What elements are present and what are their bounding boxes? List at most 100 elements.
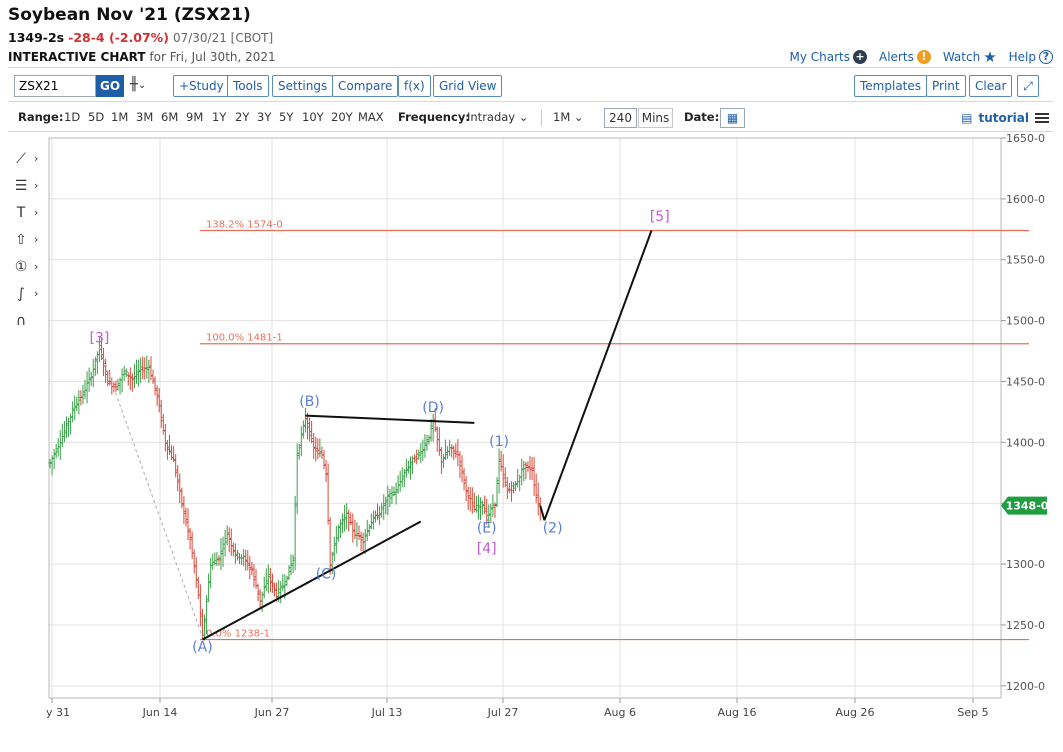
my-charts-link[interactable]: My Charts + [790,48,867,66]
alerts-link[interactable]: Alerts! [879,48,931,66]
ohlc-bar [190,531,194,560]
ohlc-bar [64,416,69,438]
range-9m[interactable]: 9M [186,110,204,124]
ohlc-bar [441,453,446,469]
frequency-select[interactable]: Intraday ⌄ [467,110,528,124]
tools-button[interactable]: Tools [227,75,269,97]
ohlc-bar [464,476,468,502]
fibonacci-levels: 138.2% 1574-0 100.0% 1481-1 0.0% 1238-1 [200,220,1029,641]
ohlc-bar [320,446,324,459]
ohlc-bar [466,486,470,510]
ohlc-bar [522,460,526,482]
ohlc-bar [345,503,349,530]
ohlc-bar [487,504,491,528]
range-10y[interactable]: 10Y [302,110,324,124]
ohlc-bar [297,443,301,460]
clear-button[interactable]: Clear [969,75,1013,97]
help-link[interactable]: Help? [1009,48,1053,66]
ohlc-bar [266,564,270,594]
print-button[interactable]: Print [926,75,966,97]
frequency-value: Intraday [467,110,516,124]
interactive-chart-date: for Fri, Jul 30th, 2021 [149,50,276,64]
ohlc-bar [293,495,297,571]
ohlc-bar [307,417,312,442]
grid-view-button[interactable]: Grid View [433,75,503,97]
range-1d[interactable]: 1D [64,110,81,124]
magnet-tool[interactable]: ∩ [10,312,44,334]
ohlc-bar [139,357,143,384]
ohlc-bar [75,396,79,412]
ohlc-bar [423,434,427,458]
wave-label: (A) [192,640,213,656]
range-20y[interactable]: 20Y [331,110,353,124]
compare-button[interactable]: Compare [332,75,399,97]
study-button[interactable]: +Study [173,75,230,97]
ohlc-bar [367,524,371,537]
fib-tool[interactable]: ☰ › [10,177,44,199]
ohlc-bar [478,497,483,521]
ohlc-bar [167,434,172,455]
interval-input[interactable]: 240 [604,108,637,128]
ohlc-bar [89,371,93,387]
ohlc-bar [371,510,376,530]
fx-button[interactable]: f(x) [398,75,431,97]
ohlc-bar [388,489,392,507]
ohlc-bar [207,573,211,603]
period-select[interactable]: 1M ⌄ [553,110,584,124]
ohlc-bar [375,503,380,521]
ohlc-bar [97,336,102,363]
ohlc-bar [359,531,363,552]
line-tool[interactable]: ⟋ › [10,150,44,172]
watch-link[interactable]: Watch ★ [943,48,997,66]
range-2y[interactable]: 2Y [235,110,250,124]
wave-label: (B) [299,394,320,410]
chevron-right-icon: › [34,233,39,246]
templates-button[interactable]: Templates [854,75,928,97]
text-tool[interactable]: T › [10,204,44,226]
line-icon: ⟋ [16,151,26,167]
range-max[interactable]: MAX [358,110,384,124]
menu-icon[interactable] [1035,113,1049,123]
ohlc-bar [215,552,219,566]
frequency-label: Frequency: [398,110,470,124]
tutorial-label: tutorial [978,111,1029,125]
ohlc-bar [83,379,87,399]
ohlc-bar [503,467,507,488]
arrow-tool[interactable]: ⇧ › [10,231,44,253]
period-value: 1M [553,110,571,124]
range-5y[interactable]: 5Y [279,110,294,124]
tutorial-link[interactable]: ▤ tutorial [961,111,1049,125]
ohlc-bar [406,460,411,474]
range-6m[interactable]: 6M [161,110,179,124]
ohlc-bar [509,481,514,502]
price-chart[interactable]: 138.2% 1574-0 100.0% 1481-1 0.0% 1238-1 [3… [0,132,1063,752]
ohlc-bar [262,576,266,599]
ohlc-bar [419,443,423,464]
wave-count-tool[interactable]: ① › [10,258,44,280]
ohlc-bar [270,573,275,593]
ohlc-bar [231,542,235,557]
ohlc-bar [476,495,481,520]
ohlc-bar [316,438,320,460]
range-1m[interactable]: 1M [111,110,129,124]
range-1y[interactable]: 1Y [212,110,227,124]
range-5d[interactable]: 5D [88,110,105,124]
y-tick-label: 1500-0 [1006,315,1045,328]
ohlc-bar [124,368,128,377]
calendar-icon[interactable]: ▦ [720,108,745,128]
symbol-input[interactable] [14,75,96,97]
ohlc-bar [242,548,246,567]
range-3m[interactable]: 3M [136,110,154,124]
settings-button[interactable]: Settings [272,75,334,97]
ohlc-bar [130,373,134,392]
wave-label: (D) [422,400,444,416]
ohlc-bar [272,582,277,597]
range-3y[interactable]: 3Y [257,110,272,124]
go-button[interactable]: GO [96,75,124,97]
ohlc-bar [128,367,132,391]
expand-icon[interactable]: ⤢ [1017,75,1039,97]
ohlc-bar [483,495,487,514]
bar-type-dropdown[interactable]: ╫⌄ [130,77,146,92]
y-axis: 1650-01600-01550-01500-01450-01400-01350… [1001,132,1045,693]
curve-tool[interactable]: ∫ › [10,285,44,307]
